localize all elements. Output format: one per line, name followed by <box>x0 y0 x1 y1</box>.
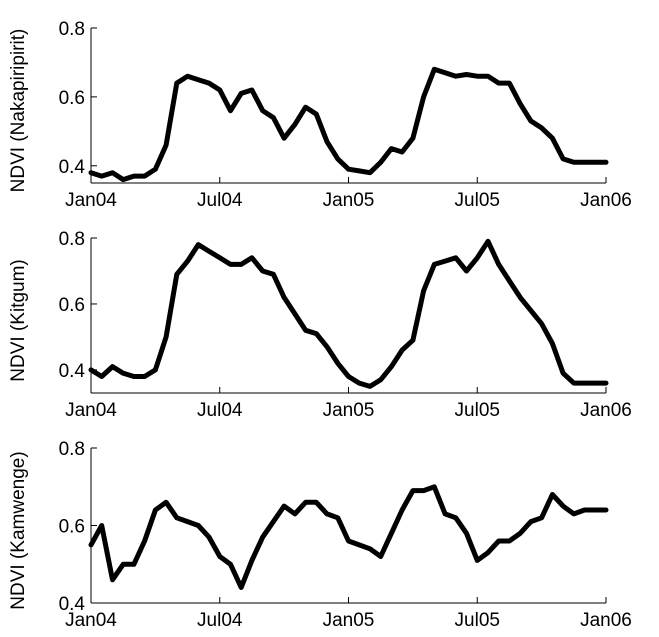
panel-2: 0.4 0.6 0.8 Jan04 Jul04 Jan05 Jul05 Jan06 NDVI (… <box>8 229 632 421</box>
panel-3: 0.4 0.6 0.8 Jan04 Jul04 Jan05 Jul05 Jan06 NDVI (… <box>8 439 632 631</box>
y-tick-label: 0.8 <box>59 439 85 460</box>
x-tick-label: Jul05 <box>455 610 500 631</box>
x-tick-label: Jul04 <box>197 400 243 421</box>
y-tick-label: 0.4 <box>59 157 86 178</box>
x-tick-label: Jan06 <box>580 400 632 421</box>
x-tick-label: Jan06 <box>580 610 632 631</box>
y-tick-label: 0.6 <box>59 517 85 538</box>
x-tick-label: Jul04 <box>197 190 243 211</box>
y-axis-label: NDVI (Nakapiripirit) <box>8 29 29 193</box>
y-tick-label: 0.4 <box>59 361 86 382</box>
x-tick-label: Jan04 <box>65 400 117 421</box>
y-tick-label: 0.8 <box>59 229 85 250</box>
panel-1: 0.4 0.6 0.8 Jan04 Jul04 Jan05 Jul05 Jan06 NDVI (… <box>8 19 632 211</box>
series-line-1 <box>88 484 609 590</box>
y-axis-label: NDVI (Kamwenge) <box>8 451 29 609</box>
x-tick-label: Jan05 <box>323 400 375 421</box>
series-line-1 <box>88 238 609 389</box>
x-tick-label: Jan05 <box>323 610 375 631</box>
x-tick-label: Jan04 <box>65 610 117 631</box>
y-axis-label: NDVI (Kitgum) <box>8 259 29 381</box>
y-tick-label: 0.6 <box>59 295 85 316</box>
x-tick-label: Jul04 <box>197 610 243 631</box>
x-tick-label: Jul05 <box>455 190 500 211</box>
y-tick-label: 0.8 <box>59 19 85 40</box>
x-tick-label: Jul05 <box>455 400 500 421</box>
x-tick-label: Jan05 <box>323 190 375 211</box>
series-line-1 <box>88 66 609 183</box>
x-tick-label: Jan04 <box>65 190 117 211</box>
y-tick-label: 0.6 <box>59 88 85 109</box>
x-tick-label: Jan06 <box>580 190 632 211</box>
y-tick-label: 0.4 <box>59 594 86 615</box>
